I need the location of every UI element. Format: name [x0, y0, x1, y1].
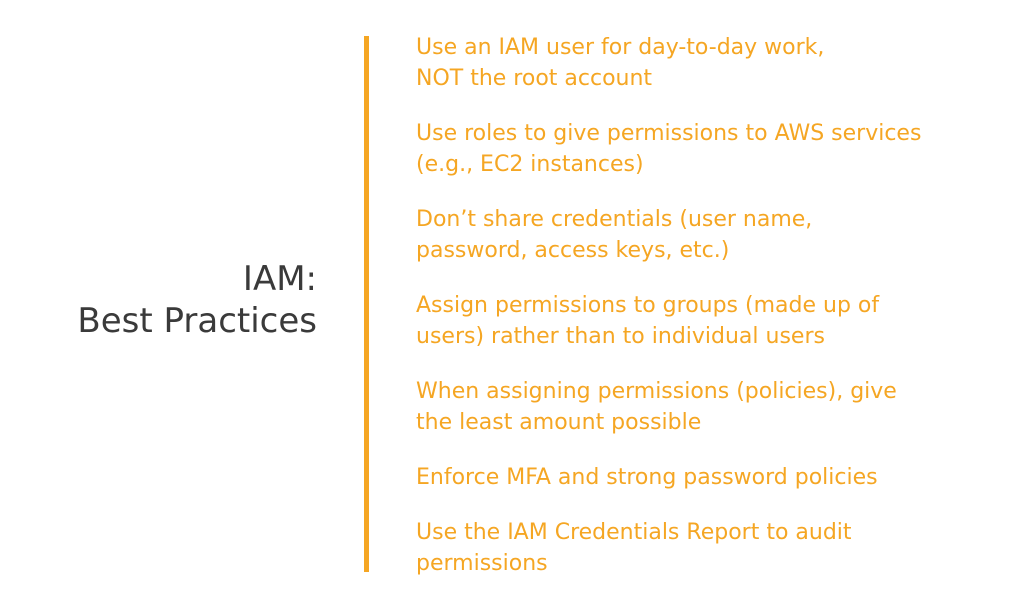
list-item: Use an IAM user for day-to-day work, NOT… [416, 35, 825, 91]
slide-title-line-2: Best Practices [77, 301, 317, 341]
list-item: Enforce MFA and strong password policies [416, 465, 878, 490]
list-item: Don’t share credentials (user name, pass… [416, 207, 813, 263]
list-item: When assigning permissions (policies), g… [416, 379, 897, 435]
slide-title: IAM: Best Practices [77, 258, 317, 342]
list-item: Use roles to give permissions to AWS ser… [416, 121, 922, 177]
best-practices-list: Use an IAM user for day-to-day work, NOT… [416, 32, 1016, 600]
list-item: Use the IAM Credentials Report to audit … [416, 520, 852, 576]
list-item: Assign permissions to groups (made up of… [416, 293, 880, 349]
vertical-divider [364, 36, 369, 572]
slide-title-line-1: IAM: [242, 259, 317, 299]
